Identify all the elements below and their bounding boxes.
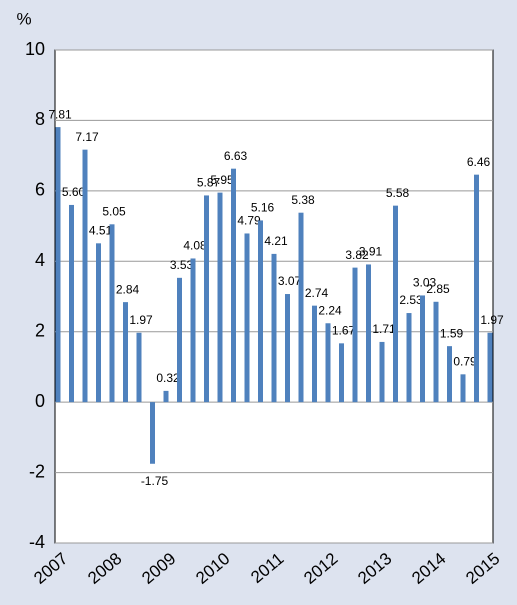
bar: [285, 294, 290, 403]
bar: [82, 149, 88, 403]
data-label: 4.21: [264, 234, 288, 248]
bar: [69, 204, 74, 403]
bar: [55, 127, 61, 403]
data-label: 0.79: [453, 354, 477, 368]
data-label: 4.08: [183, 239, 207, 253]
bar: [271, 253, 277, 403]
y-axis-label: %: [16, 9, 31, 28]
bar: [447, 346, 452, 403]
data-label: 5.05: [102, 204, 126, 218]
bar: [217, 192, 223, 403]
data-label: 4.79: [237, 214, 261, 228]
bar: [244, 233, 250, 403]
data-label: 1.59: [440, 326, 464, 340]
data-label: 7.17: [75, 130, 99, 144]
bar: [298, 212, 304, 403]
data-label: 2.74: [305, 286, 329, 300]
bar: [406, 313, 412, 403]
data-label: 2.85: [426, 282, 450, 296]
data-label: 3.91: [359, 245, 383, 259]
bar: [393, 205, 398, 403]
data-label: 6.46: [467, 155, 491, 169]
bar: [96, 243, 101, 403]
bar: [312, 305, 317, 403]
y-tick-label: 10: [25, 39, 45, 59]
data-label: 6.63: [224, 149, 248, 163]
data-label: -1.75: [141, 474, 169, 488]
bar: [325, 323, 331, 403]
y-tick-label: 4: [35, 250, 45, 270]
bar: [258, 220, 263, 403]
data-label: 2.24: [318, 303, 342, 317]
bar: [339, 343, 344, 403]
data-label: 5.58: [386, 186, 410, 200]
y-tick-label: -4: [29, 532, 45, 552]
data-label: 4.51: [89, 223, 113, 237]
data-label: 3.82: [345, 248, 369, 262]
bar: [420, 295, 425, 403]
bar: [352, 267, 358, 403]
data-label: 5.87: [197, 176, 221, 190]
y-tick-label: 8: [35, 109, 45, 129]
data-label: 1.97: [129, 313, 153, 327]
data-label: 1.97: [480, 313, 504, 327]
bar: [487, 332, 493, 403]
data-label: 3.03: [413, 276, 437, 290]
y-tick-label: 6: [35, 180, 45, 200]
bar: [474, 174, 479, 403]
data-label: 2.84: [116, 282, 140, 296]
y-tick-label: 2: [35, 320, 45, 340]
bar: [460, 374, 466, 403]
data-label: 1.71: [372, 322, 396, 336]
data-label: 2.53: [399, 293, 423, 307]
y-tick-label: -2: [29, 461, 45, 481]
data-label: 5.60: [62, 185, 86, 199]
bar: [231, 168, 236, 403]
data-label: 7.81: [48, 107, 72, 121]
bar: [123, 302, 128, 403]
data-label: 5.38: [291, 193, 315, 207]
data-label: 0.32: [156, 371, 180, 385]
bar: [177, 277, 182, 403]
data-label: 5.95: [210, 173, 234, 187]
bar: [366, 264, 371, 403]
bar: [150, 402, 155, 464]
data-label: 5.16: [251, 201, 275, 215]
bar: [190, 258, 196, 403]
y-tick-label: 0: [35, 391, 45, 411]
data-label: 1.67: [332, 324, 356, 338]
bar: [204, 195, 209, 403]
bar: [379, 341, 385, 403]
bar: [136, 332, 142, 403]
bar: [433, 301, 439, 403]
bar: [109, 224, 115, 403]
data-label: 3.07: [278, 274, 302, 288]
data-label: 3.53: [170, 258, 194, 272]
bar: [163, 390, 169, 403]
